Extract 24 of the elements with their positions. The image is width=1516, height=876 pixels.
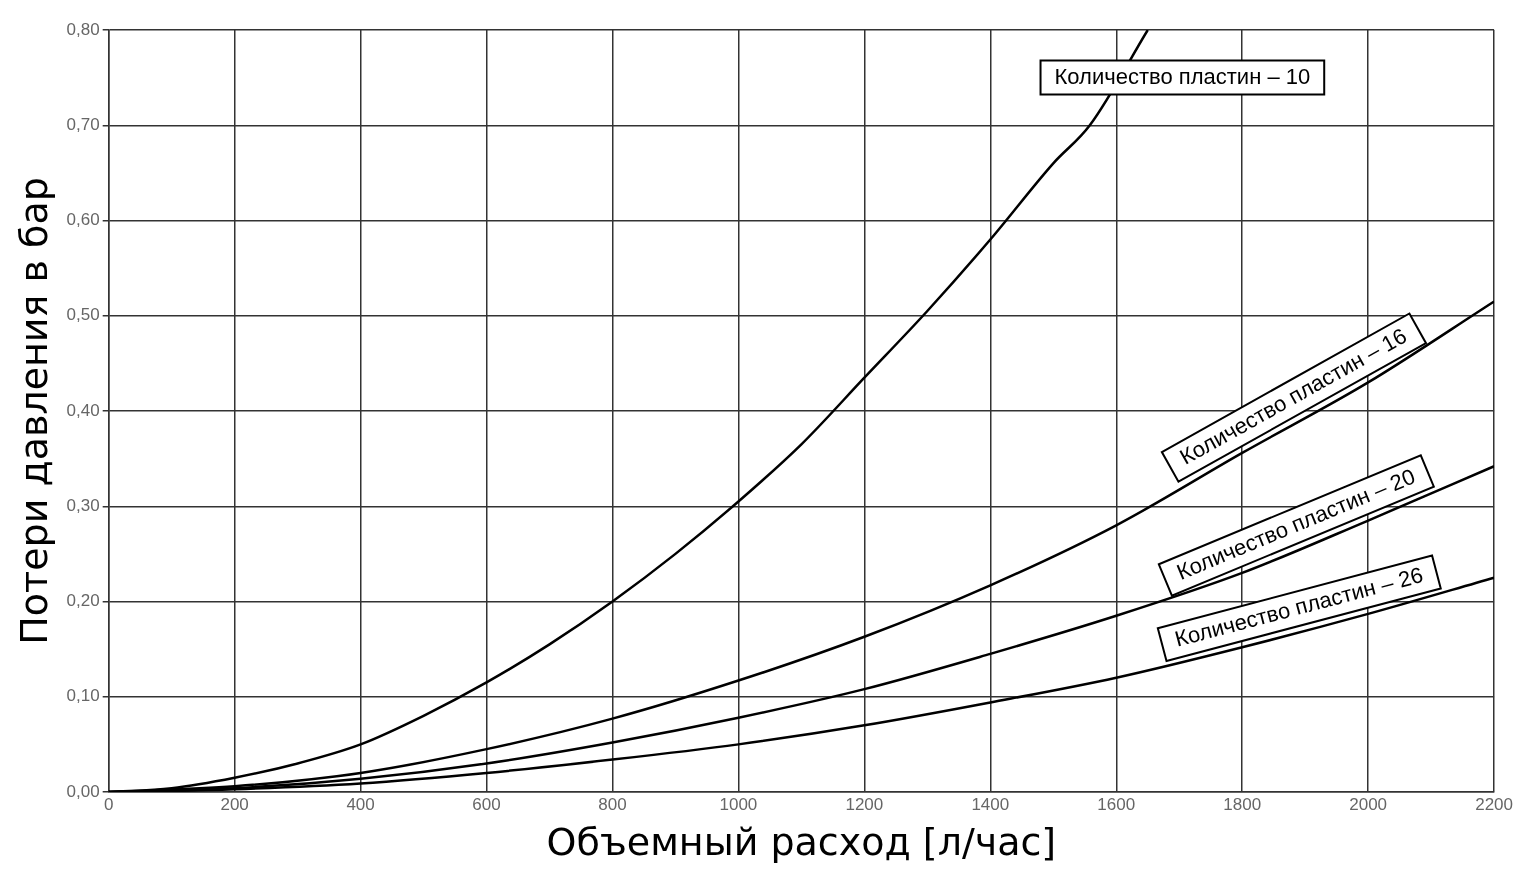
x-tick-label: 1600 [1097, 794, 1136, 814]
y-tick-label: 0,10 [66, 686, 100, 706]
x-tick-label: 0 [103, 794, 114, 814]
y-tick-label: 0,30 [66, 495, 100, 515]
x-tick-label: 1000 [719, 794, 758, 814]
x-tick-label: 400 [346, 794, 375, 814]
y-tick-label: 0,00 [66, 781, 100, 801]
y-tick-label: 0,20 [66, 591, 100, 611]
y-axis-title: Потери давления в бар [11, 177, 56, 645]
text: Количество пластин – 10 [1054, 63, 1311, 89]
x-tick-label: 1400 [971, 794, 1010, 814]
y-tick-label: 0,40 [66, 400, 100, 420]
x-tick-label: 600 [472, 794, 501, 814]
y-tick-label: 0,60 [66, 210, 100, 230]
y-tick-label: 0,80 [66, 19, 100, 39]
x-tick-label: 200 [220, 794, 249, 814]
y-tick-label: 0,70 [66, 114, 100, 134]
x-tick-label: 1800 [1223, 794, 1262, 814]
x-axis-title: Объемный расход [л/час] [546, 820, 1057, 865]
x-tick-label: 2000 [1349, 794, 1388, 814]
y-tick-label: 0,50 [66, 305, 100, 325]
x-tick-label: 2200 [1475, 794, 1513, 814]
x-tick-label: 1200 [845, 794, 884, 814]
x-tick-label: 800 [598, 794, 627, 814]
